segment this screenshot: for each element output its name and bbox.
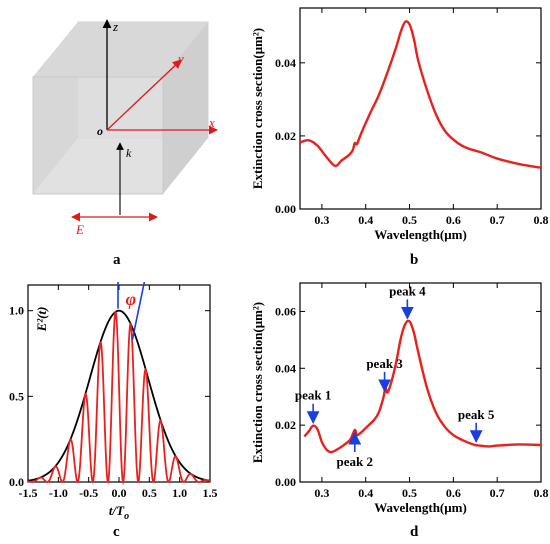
peak-label: peak 1: [295, 388, 331, 403]
x-tick-label: -0.5: [79, 486, 98, 500]
x-axis-title: t/To: [109, 503, 129, 522]
x-tick-label: 0.8: [534, 486, 549, 500]
x-tick-label: 0.5: [402, 213, 417, 227]
panel-b-chart: 0.3 0.4 0.5 0.6 0.7 0.8 0.00 0.02 0.04 Wavelength…: [250, 7, 549, 268]
plot-frame: [299, 282, 542, 483]
z-axis-label: z: [112, 19, 118, 34]
x-tick-label: 0.5: [142, 486, 157, 500]
x-tick-label: 0.3: [314, 213, 329, 227]
x-tick-label: 1.5: [203, 486, 218, 500]
y-tick-label: 0.0: [9, 475, 24, 489]
cube-front-face: [32, 76, 164, 195]
x-tick-label: 0.6: [446, 486, 461, 500]
x-tick-label: 0.7: [490, 486, 505, 500]
y-tick-label: 0.06: [275, 304, 296, 318]
origin-label: o: [97, 124, 103, 138]
y-tick-label: 0.5: [9, 389, 24, 403]
x-tick-label: 0.6: [446, 213, 461, 227]
x-axis-label: x: [208, 115, 215, 130]
phase-marker-field: [131, 281, 146, 340]
panel-d-chart: 0.3 0.4 0.5 0.6 0.7 0.8 0.00 0.02 0.04 0.06 peak 1…: [250, 282, 549, 540]
x-tick-label: 0.8: [534, 213, 549, 227]
x-axis-title: Wavelength(μm): [374, 227, 467, 242]
plot-frame: [299, 7, 542, 210]
x-tick-label: 0.4: [358, 486, 373, 500]
cube-top-face: [33, 22, 208, 77]
peak-label: peak 3: [366, 356, 403, 371]
x-tick-label: -1.5: [19, 486, 38, 500]
y-axis-title: Extinction cross section(μm²): [250, 28, 265, 189]
panel-d-label: d: [410, 524, 419, 540]
panel-c-label: c: [113, 524, 120, 540]
panel-a-diagram: z y x o k E a: [32, 19, 218, 268]
x-tick-label: 0.4: [358, 213, 373, 227]
panel-a-label: a: [113, 252, 121, 268]
y-tick-label: 1.0: [9, 304, 24, 318]
x-axis-title: Wavelength(μm): [374, 500, 467, 515]
peak-label: peak 5: [458, 407, 495, 422]
x-tick-label: 0.7: [490, 213, 505, 227]
series-line: [303, 319, 542, 454]
envelope-line: [27, 309, 211, 482]
x-tick-label: 0.3: [314, 486, 329, 500]
field-line: [27, 311, 211, 486]
y-axis-label: y: [176, 51, 184, 66]
panel-c-chart: -1.5 -1.0 -0.5 0.0 0.5 1.0 1.5 0.0 0.5 1.0 φ t/To E²…: [9, 281, 218, 540]
y-tick-label: 0.04: [275, 361, 296, 375]
panel-b-label: b: [410, 252, 418, 268]
x-tick-label: 0.0: [112, 486, 127, 500]
y-tick-label: 0.04: [275, 56, 296, 70]
y-axis-title: Extinction cross section(μm²): [250, 302, 265, 463]
y-tick-label: 0.00: [275, 202, 296, 216]
phase-label: φ: [126, 289, 137, 309]
y-tick-label: 0.02: [275, 129, 296, 143]
x-tick-label: 1.0: [172, 486, 187, 500]
y-tick-label: 0.00: [275, 475, 296, 489]
E-label: E: [75, 222, 84, 237]
y-axis-title: E²(t): [34, 307, 49, 333]
y-axis: [106, 59, 182, 131]
x-tick-label: -1.0: [49, 486, 68, 500]
peak-label: peak 4: [389, 283, 426, 298]
k-label: k: [126, 146, 132, 160]
series-line: [299, 20, 542, 169]
x-tick-label: 0.5: [402, 486, 417, 500]
y-tick-label: 0.02: [275, 418, 296, 432]
peak-label: peak 2: [337, 454, 373, 469]
